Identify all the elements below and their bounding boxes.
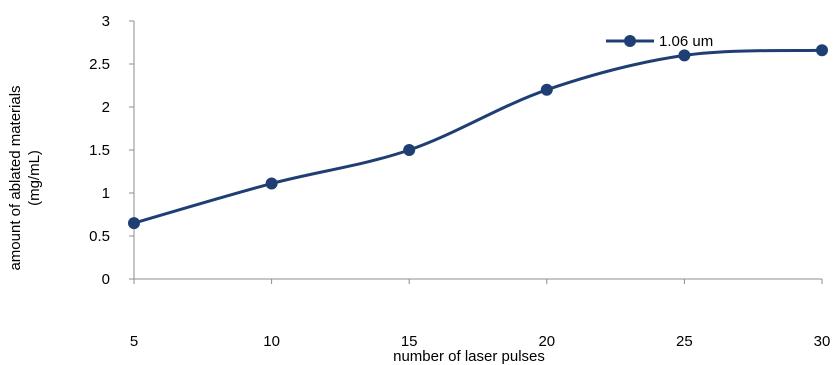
legend: 1.06 um	[606, 33, 713, 50]
data-point	[128, 217, 140, 230]
y-tick-label: 3	[102, 13, 110, 30]
x-tick-label: 15	[401, 333, 418, 350]
legend-marker	[624, 35, 636, 47]
y-tick-label: 2.5	[89, 56, 110, 73]
data-point	[678, 49, 691, 62]
y-tick-label: 1.5	[89, 142, 110, 159]
x-axis-title: number of laser pulses	[393, 348, 545, 365]
y-tick-label: 1	[102, 185, 110, 202]
y-axis-ticks: 0 0.5 1 1.5 2 2.5 3	[89, 13, 134, 288]
x-tick-label: 20	[538, 333, 555, 350]
y-axis-title-line-1: amount of ablated materials	[7, 85, 24, 270]
x-tick-label: 5	[130, 333, 138, 350]
x-axis-ticks: 5 10 15 20 25 30	[130, 279, 831, 350]
data-point	[265, 177, 278, 190]
y-tick-label: 2	[102, 99, 110, 116]
series-layer	[128, 44, 828, 230]
y-tick-label: 0	[102, 271, 110, 288]
legend-label: 1.06 um	[659, 33, 713, 50]
series-line	[132, 48, 824, 225]
x-tick-label: 10	[263, 333, 280, 350]
data-point	[540, 83, 553, 96]
x-tick-label: 25	[676, 333, 693, 350]
y-tick-label: 0.5	[89, 228, 110, 245]
x-tick-label: 30	[814, 333, 831, 350]
data-point	[816, 44, 828, 57]
y-axis-title-line-2: (mg/mL)	[26, 150, 43, 206]
data-point	[403, 144, 416, 156]
